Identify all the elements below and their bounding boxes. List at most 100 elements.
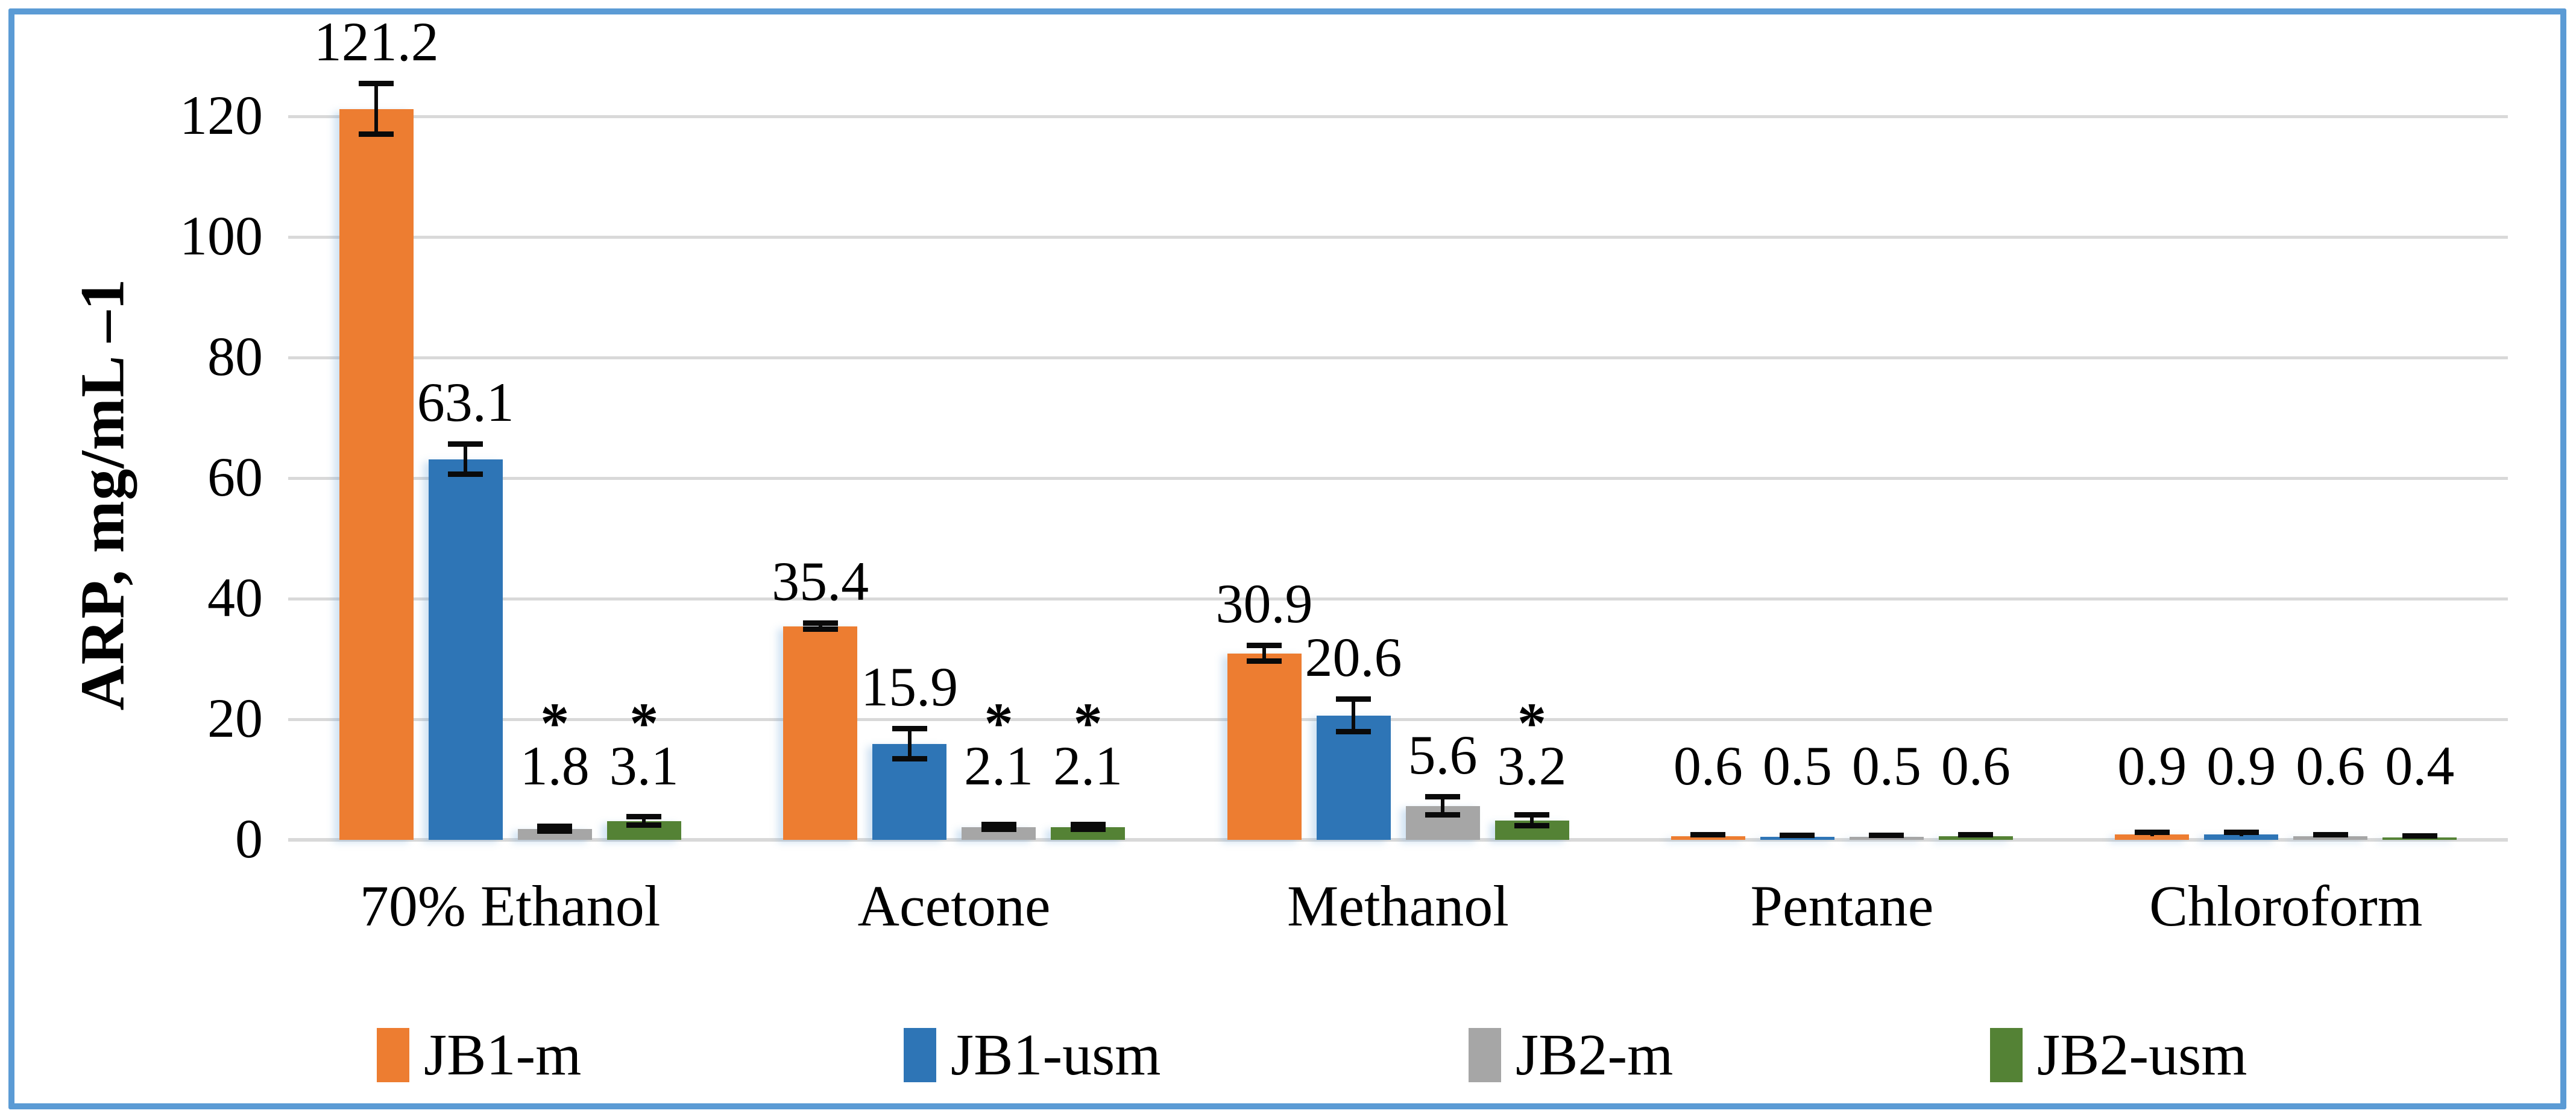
bar-JB1-m-1: [339, 109, 414, 840]
error-bar-cap-bottom: [981, 827, 1016, 832]
significance-asterisk: *: [1517, 691, 1546, 755]
error-bar-cap-top: [981, 822, 1016, 827]
y-axis-title: ARP, mg/mL –1: [68, 278, 137, 711]
gridline: [288, 235, 2508, 239]
error-bar-line: [642, 817, 646, 825]
x-category-label: 70% Ethanol: [359, 874, 661, 938]
bar-value-label: 30.9: [1215, 573, 1313, 634]
error-bar-cap-bottom: [537, 828, 573, 834]
legend-swatch: [377, 1028, 409, 1082]
x-category-label: Acetone: [857, 874, 1051, 938]
error-bar-cap-top: [1336, 696, 1371, 702]
error-bar-cap-top: [1869, 833, 1904, 838]
bar-value-label: 63.1: [417, 371, 514, 433]
error-bar-cap-top: [1780, 833, 1815, 838]
legend-label: JB1-m: [424, 1023, 582, 1088]
bar-value-label: 0.5: [1762, 735, 1832, 796]
gridline: [288, 717, 2508, 721]
error-bar-line: [1530, 815, 1534, 826]
y-tick-label: 120: [180, 84, 263, 146]
bar-JB1-m-2: [783, 626, 858, 840]
legend-item-JB2-usm: JB2-usm: [1990, 1025, 2247, 1085]
error-bar-cap-top: [1070, 822, 1106, 827]
bar-JB1-m-3: [1227, 654, 1302, 840]
significance-asterisk: *: [1073, 691, 1103, 755]
error-bar-cap-top: [802, 620, 838, 626]
bar-value-label: 5.6: [1408, 724, 1478, 786]
bar-value-label: 0.5: [1851, 735, 1921, 796]
error-bar-cap-top: [892, 726, 927, 731]
error-bar-line: [1441, 797, 1444, 815]
error-bar-cap-top: [359, 81, 394, 86]
error-bar-cap-bottom: [1247, 658, 1282, 664]
bar-JB1-usm-4: [1760, 837, 1834, 840]
gridline: [288, 597, 2508, 600]
error-bar-cap-top: [2313, 832, 2348, 837]
error-bar-line: [374, 84, 379, 134]
bar-JB2-m-2: [962, 827, 1036, 840]
bar-value-label: 121.2: [313, 11, 439, 72]
error-bar-cap-top: [626, 814, 662, 819]
legend: JB1-m JB1-usm JB2-m JB2-usm: [0, 1025, 2576, 1097]
error-bar-cap-bottom: [1070, 827, 1106, 832]
legend-item-JB1-m: JB1-m: [377, 1025, 581, 1085]
y-tick-label: 100: [180, 205, 263, 266]
bar-JB2-usm-5: [2382, 837, 2457, 840]
x-category-label: Chloroform: [2149, 874, 2423, 938]
bar-value-label: 0.6: [1673, 735, 1743, 796]
y-tick-label: 40: [207, 567, 263, 628]
bar-value-label: 3.1: [609, 735, 679, 796]
gridline: [288, 115, 2508, 118]
x-category-label: Methanol: [1287, 874, 1509, 938]
bar-JB1-m-5: [2115, 834, 2190, 840]
bar-value-label: 15.9: [861, 656, 959, 717]
bar-value-label: 20.6: [1305, 626, 1402, 688]
bar-JB1-usm-3: [1316, 716, 1391, 840]
y-tick-label: 20: [207, 687, 263, 749]
bar-value-label: 0.4: [2385, 735, 2455, 796]
legend-swatch: [1469, 1028, 1501, 1082]
significance-asterisk: *: [629, 691, 659, 755]
bar-JB2-m-5: [2293, 836, 2368, 840]
error-bar-cap-bottom: [626, 822, 662, 828]
error-bar-cap-top: [1958, 832, 1994, 837]
error-bar-cap-bottom: [359, 131, 394, 137]
gridline: [288, 476, 2508, 480]
bar-JB2-m-4: [1849, 837, 1924, 840]
error-bar-cap-top: [1514, 812, 1549, 818]
gridline: [288, 356, 2508, 359]
legend-swatch: [1990, 1028, 2023, 1082]
bar-JB2-m-1: [517, 829, 592, 840]
error-bar-cap-bottom: [1336, 729, 1371, 734]
bar-value-label: 3.2: [1497, 735, 1567, 796]
bar-value-label: 35.4: [772, 550, 869, 612]
bar-JB2-usm-4: [1938, 836, 2013, 840]
error-bar-cap-top: [1425, 794, 1460, 799]
legend-item-JB1-usm: JB1-usm: [904, 1025, 1161, 1085]
bar-value-label: 0.9: [2206, 735, 2276, 796]
bar-value-label: 2.1: [1053, 735, 1123, 796]
error-bar-cap-bottom: [892, 756, 927, 761]
plot-area: 0 20 40 60 80 100 120 121.2 63.1 1.8 * 3.1 * 70% Etha…: [180, 13, 2508, 938]
bar-value-label: 0.6: [1941, 735, 2011, 796]
gridline: [288, 837, 2508, 842]
error-bar-cap-top: [2134, 830, 2170, 835]
error-bar-cap-top: [2223, 830, 2259, 835]
error-bar-cap-top: [448, 441, 483, 447]
error-bar-line: [464, 444, 468, 474]
error-bar-line: [1262, 646, 1266, 661]
significance-asterisk: *: [984, 691, 1013, 755]
error-bar-cap-top: [2402, 833, 2437, 839]
bar-JB2-usm-2: [1051, 827, 1126, 840]
error-bar-cap-top: [1690, 832, 1726, 837]
legend-swatch: [904, 1028, 936, 1082]
error-bar-line: [907, 729, 912, 759]
bar-JB1-usm-1: [428, 459, 503, 840]
significance-asterisk: *: [540, 691, 570, 755]
y-tick-label: 60: [207, 446, 263, 508]
legend-item-JB2-m: JB2-m: [1469, 1025, 1673, 1085]
error-bar-cap-bottom: [1514, 823, 1549, 828]
y-tick-label: 80: [207, 326, 263, 387]
error-bar-cap-bottom: [448, 471, 483, 477]
